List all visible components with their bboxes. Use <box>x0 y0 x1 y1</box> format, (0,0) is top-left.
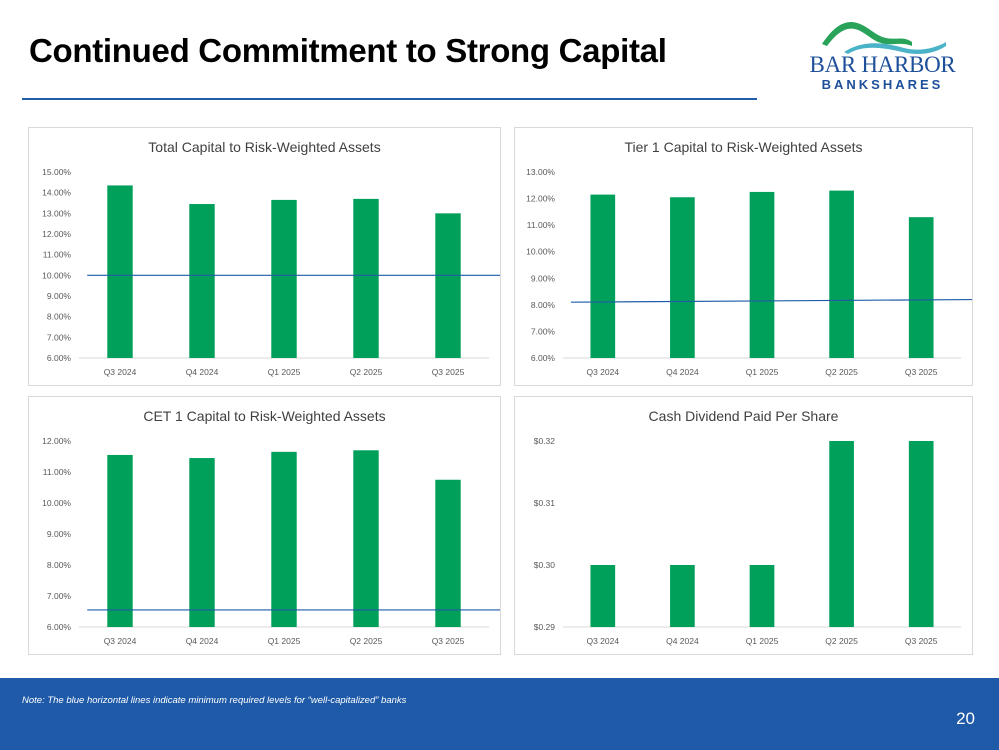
chart-panel-cet1-capital: CET 1 Capital to Risk-Weighted Assets 6.0… <box>28 396 501 655</box>
x-tick-label: Q2 2025 <box>825 367 858 377</box>
x-tick-label: Q4 2024 <box>186 367 219 377</box>
bar-harbor-logo: BAR HARBOR BANKSHARES <box>800 14 965 94</box>
bar <box>749 565 775 627</box>
chart-title: Tier 1 Capital to Risk-Weighted Assets <box>624 139 862 155</box>
bar <box>435 479 461 627</box>
y-tick-label: 9.00% <box>47 529 72 539</box>
bar <box>749 191 775 358</box>
bar <box>271 199 297 358</box>
bar <box>590 194 616 358</box>
y-tick-label: $0.29 <box>534 622 556 632</box>
total-capital-chart: Total Capital to Risk-Weighted Assets 6.0… <box>42 139 500 377</box>
tier1-capital-chart: Tier 1 Capital to Risk-Weighted Assets 6.… <box>526 139 972 377</box>
x-tick-label: Q3 2025 <box>432 367 465 377</box>
y-tick-label: 7.00% <box>47 332 72 342</box>
x-tick-label: Q4 2024 <box>666 636 699 646</box>
threshold-line <box>570 298 972 303</box>
y-tick-label: 10.00% <box>42 498 71 508</box>
x-tick-label: Q3 2024 <box>586 636 619 646</box>
x-tick-label: Q1 2025 <box>746 636 779 646</box>
y-tick-label: $0.31 <box>534 498 556 508</box>
y-tick-label: 11.00% <box>43 467 72 477</box>
logo-name: BAR HARBOR <box>809 52 956 77</box>
bar <box>590 565 616 627</box>
x-tick-label: Q3 2024 <box>104 367 137 377</box>
y-tick-label: 8.00% <box>47 312 72 322</box>
bar <box>189 204 215 358</box>
y-tick-label: 8.00% <box>47 560 72 570</box>
bar <box>829 441 854 627</box>
y-tick-label: 13.00% <box>526 167 555 177</box>
chart-title: CET 1 Capital to Risk-Weighted Assets <box>143 408 385 424</box>
chart-title: Cash Dividend Paid Per Share <box>649 408 839 424</box>
page-title: Continued Commitment to Strong Capital <box>29 32 667 69</box>
y-tick-label: 12.00% <box>42 229 71 239</box>
bar <box>908 441 934 627</box>
y-tick-label: 12.00% <box>526 194 555 204</box>
y-tick-label: 6.00% <box>47 353 72 363</box>
x-tick-label: Q3 2025 <box>905 367 938 377</box>
x-tick-label: Q3 2025 <box>905 636 938 646</box>
bar <box>271 451 297 627</box>
bar <box>670 197 695 358</box>
y-tick-label: 7.00% <box>47 591 72 601</box>
y-tick-label: 6.00% <box>47 622 72 632</box>
x-tick-label: Q1 2025 <box>746 367 779 377</box>
title-underline <box>22 98 757 100</box>
chart-panel-total-capital: Total Capital to Risk-Weighted Assets 6.0… <box>28 127 501 386</box>
y-tick-label: 10.00% <box>42 270 71 280</box>
y-tick-label: 15.00% <box>42 167 71 177</box>
y-tick-label: 7.00% <box>531 326 556 336</box>
chart-panel-dividend: Cash Dividend Paid Per Share $0.29 $0.30 $0… <box>514 396 973 655</box>
x-tick-label: Q2 2025 <box>825 636 858 646</box>
footer-bar: Note: The blue horizontal lines indicate… <box>0 678 999 750</box>
x-tick-label: Q1 2025 <box>268 636 301 646</box>
bar <box>829 190 854 358</box>
y-tick-label: $0.32 <box>534 436 556 446</box>
mountain-logo-icon <box>822 22 946 54</box>
y-tick-label: 11.00% <box>527 220 556 230</box>
x-tick-label: Q2 2025 <box>350 367 383 377</box>
footer-note: Note: The blue horizontal lines indicate… <box>22 695 407 706</box>
y-tick-label: 10.00% <box>526 247 555 257</box>
bar <box>353 450 379 627</box>
x-tick-label: Q3 2025 <box>432 636 465 646</box>
cet1-capital-chart: CET 1 Capital to Risk-Weighted Assets 6.0… <box>42 408 500 646</box>
y-tick-label: 9.00% <box>47 291 72 301</box>
y-tick-label: 13.00% <box>42 208 71 218</box>
x-tick-label: Q3 2024 <box>586 367 619 377</box>
bar <box>353 198 379 358</box>
x-tick-label: Q3 2024 <box>104 636 137 646</box>
bar <box>107 185 133 358</box>
page-number: 20 <box>956 709 975 728</box>
y-tick-label: 8.00% <box>531 300 556 310</box>
dividend-chart: Cash Dividend Paid Per Share $0.29 $0.30 $0… <box>534 408 961 646</box>
chart-title: Total Capital to Risk-Weighted Assets <box>148 139 380 155</box>
y-tick-label: 14.00% <box>42 188 71 198</box>
bar <box>908 217 934 358</box>
x-tick-label: Q1 2025 <box>268 367 301 377</box>
bar <box>107 454 133 627</box>
x-tick-label: Q2 2025 <box>350 636 383 646</box>
chart-panel-tier1-capital: Tier 1 Capital to Risk-Weighted Assets 6.… <box>514 127 973 386</box>
x-tick-label: Q4 2024 <box>666 367 699 377</box>
bar <box>189 458 215 627</box>
logo-subtitle: BANKSHARES <box>821 77 944 92</box>
y-tick-label: 9.00% <box>531 273 556 283</box>
y-tick-label: 12.00% <box>42 436 71 446</box>
y-tick-label: 6.00% <box>531 353 556 363</box>
bar <box>670 565 695 627</box>
y-tick-label: 11.00% <box>43 250 72 260</box>
y-tick-label: $0.30 <box>534 560 556 570</box>
bar <box>435 213 461 358</box>
x-tick-label: Q4 2024 <box>186 636 219 646</box>
